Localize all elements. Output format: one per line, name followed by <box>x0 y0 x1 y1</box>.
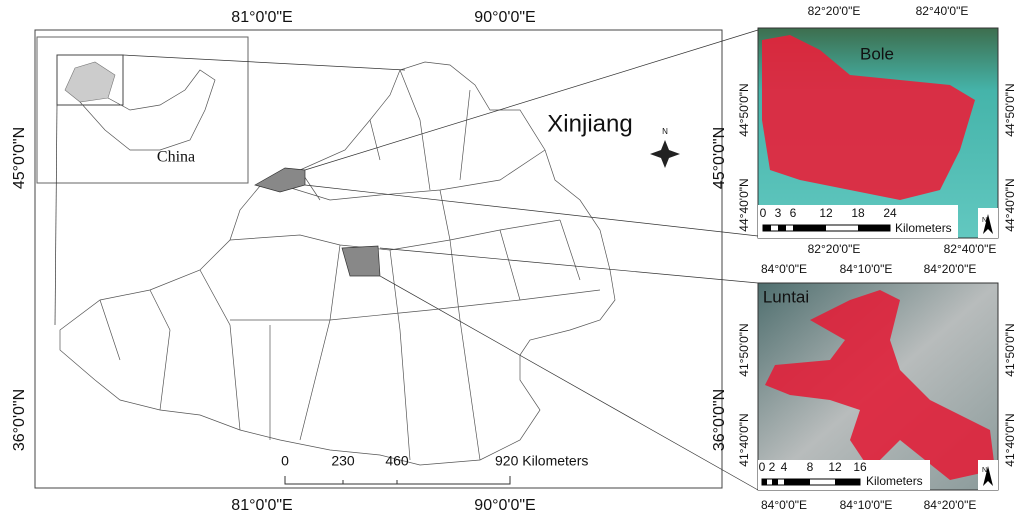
lat-label: 36°0'0"N <box>11 389 28 451</box>
lon-label: 84°20'0"E <box>924 262 977 276</box>
panel-title: Luntai <box>763 287 809 306</box>
connector <box>304 29 759 171</box>
lat-label: 41°50'0"N <box>737 323 751 376</box>
connector <box>379 247 759 284</box>
lat-label: 41°40'0"N <box>737 413 751 466</box>
lon-label: 90°0'0"E <box>474 9 535 26</box>
north-arrow <box>983 466 993 486</box>
map-frame <box>34 29 723 489</box>
lon-label: 90°0'0"E <box>474 497 535 514</box>
scale-label: 6 <box>790 206 797 220</box>
bole-area <box>254 167 306 193</box>
region-label: Xinjiang <box>547 110 632 137</box>
scale-label: 12 <box>819 206 833 220</box>
scale-label: 3 <box>775 206 782 220</box>
scale-label: 2 <box>769 460 776 474</box>
north-arrow <box>983 214 993 234</box>
admin-boundaries <box>99 69 601 461</box>
connector <box>304 184 759 237</box>
north-arrow <box>650 140 680 168</box>
inset-label: China <box>157 149 195 166</box>
scale-label: 0 <box>759 460 766 474</box>
scale-label: 16 <box>853 460 867 474</box>
lon-label: 82°20'0"E <box>808 4 861 18</box>
lon-label: 81°0'0"E <box>231 9 292 26</box>
scale-unit: Kilometers <box>895 221 952 235</box>
scale-label: 18 <box>851 206 865 220</box>
scale-label: 0 <box>281 453 289 469</box>
lon-label: 82°40'0"E <box>944 242 997 256</box>
lat-label: 44°40'0"N <box>1003 178 1017 231</box>
lon-label: 84°0'0"E <box>761 498 807 512</box>
scale-unit: Kilometers <box>866 474 923 488</box>
scale-label: 0 <box>760 206 767 220</box>
luntai-cropland <box>765 290 995 480</box>
scale-box <box>758 205 958 238</box>
lon-label: 84°0'0"E <box>761 262 807 276</box>
scale-bar <box>284 476 511 485</box>
connector <box>379 275 759 491</box>
scale-label: 230 <box>331 453 355 469</box>
scale-fill <box>762 479 860 485</box>
lon-label: 84°20'0"E <box>924 498 977 512</box>
luntai-area <box>341 245 381 277</box>
north-label: N <box>662 127 668 136</box>
scale-label: 24 <box>883 206 897 220</box>
lon-label: 82°20'0"E <box>808 242 861 256</box>
connector <box>54 104 58 326</box>
lat-label: 44°50'0"N <box>737 83 751 136</box>
lat-label: 41°40'0"N <box>1003 413 1017 466</box>
lat-label: 45°0'0"N <box>711 127 728 189</box>
scale-label: 4 <box>781 460 788 474</box>
connector <box>122 54 406 71</box>
bole-cropland <box>762 35 975 200</box>
lat-label: 44°40'0"N <box>737 178 751 231</box>
north-label: N <box>982 217 987 224</box>
scale-fill <box>763 225 890 231</box>
scale-label: 920 Kilometers <box>495 453 588 469</box>
lon-label: 82°40'0"E <box>916 4 969 18</box>
lat-label: 45°0'0"N <box>11 127 28 189</box>
lat-label: 36°0'0"N <box>711 389 728 451</box>
north-label: N <box>982 467 987 474</box>
scale-label: 460 <box>385 453 409 469</box>
lat-label: 41°50'0"N <box>1003 323 1017 376</box>
panel-title: Bole <box>860 44 894 63</box>
scale-label: 12 <box>828 460 842 474</box>
lon-label: 81°0'0"E <box>231 497 292 514</box>
inset-box <box>56 54 124 106</box>
scale-label: 8 <box>807 460 814 474</box>
lat-label: 44°50'0"N <box>1003 83 1017 136</box>
lon-label: 84°10'0"E <box>840 262 893 276</box>
lon-label: 84°10'0"E <box>840 498 893 512</box>
inset-china <box>79 69 216 151</box>
inset-frame <box>36 36 249 184</box>
